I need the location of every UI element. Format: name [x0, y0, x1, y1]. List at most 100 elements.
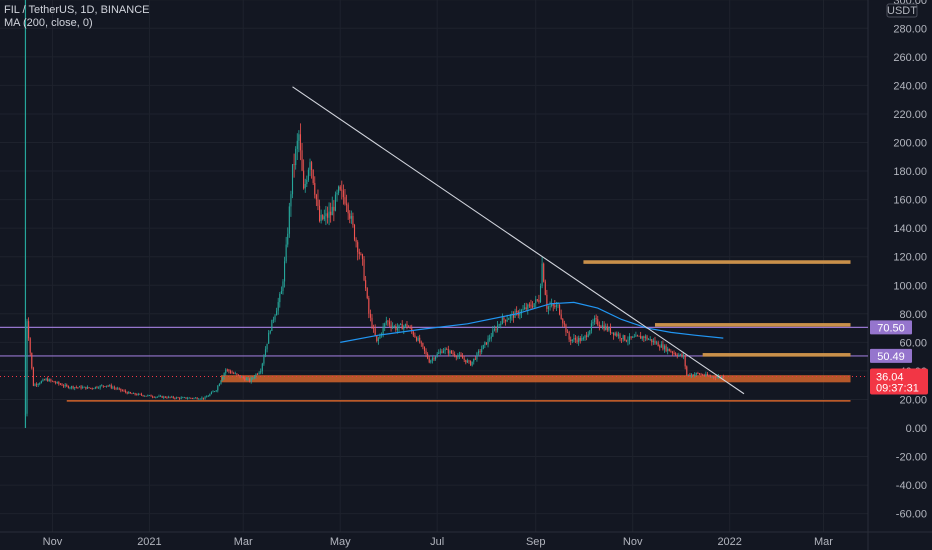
candle-body — [225, 369, 227, 374]
candle-body — [630, 336, 632, 338]
candle-body — [244, 378, 246, 381]
candle-body — [678, 354, 680, 357]
candle-body — [123, 390, 125, 392]
candle-body — [722, 376, 724, 378]
candle-body — [325, 213, 327, 217]
candle-body — [317, 199, 319, 206]
candle-body — [619, 334, 621, 339]
candle-body — [374, 328, 376, 336]
candle-body — [47, 378, 49, 382]
time-tick-label: 2022 — [717, 536, 741, 548]
candle-body — [247, 378, 249, 380]
level-price-label: 70.50 — [877, 322, 905, 334]
candle-body — [174, 397, 176, 399]
candle-body — [493, 329, 495, 331]
candle-body — [611, 332, 613, 334]
candle-body — [312, 169, 314, 184]
candle-body — [70, 386, 73, 388]
candle-body — [53, 381, 55, 383]
candle-body — [69, 387, 71, 389]
candle-body — [498, 324, 500, 326]
candle-body — [128, 392, 130, 394]
price-tick-label: 180.00 — [893, 166, 927, 178]
indicator-title[interactable]: MA (200, close, 0) — [4, 17, 93, 29]
price-axis[interactable]: 300.00 280.00 260.00 240.00 220.00 200.00 180.… — [867, 0, 927, 550]
candle-body — [452, 353, 454, 355]
candle-body — [565, 324, 567, 333]
candle-body — [40, 381, 42, 384]
candle-body — [102, 385, 104, 387]
candle-body — [377, 338, 379, 342]
candle-body — [32, 368, 34, 386]
price-tick-label: 60.00 — [899, 337, 927, 349]
candle-body — [231, 372, 233, 374]
candle-body — [94, 386, 96, 389]
candle-body — [600, 326, 602, 328]
candle-body — [349, 213, 351, 219]
candle-body — [706, 373, 708, 376]
candle-body — [83, 386, 85, 388]
candle-body — [463, 358, 465, 360]
candle-body — [412, 331, 414, 336]
candle-body — [164, 396, 166, 398]
candle-body — [609, 327, 612, 333]
candle-body — [686, 366, 688, 376]
candle-body — [320, 214, 322, 221]
candle-body — [148, 395, 150, 396]
candle-body — [460, 354, 462, 357]
candle-body — [326, 213, 329, 218]
ma-200-line — [340, 301, 724, 343]
candle-body — [423, 346, 426, 351]
candle-body — [347, 204, 349, 214]
candle-body — [147, 395, 149, 397]
candle-body — [527, 304, 529, 310]
symbol-title[interactable]: FIL / TetherUS, 1D, BINANCE — [4, 4, 150, 16]
candle-body — [539, 285, 542, 302]
countdown-label: 09:37:31 — [876, 383, 919, 395]
candle-body — [160, 396, 162, 397]
candle-body — [552, 304, 554, 306]
price-tick-label: 220.00 — [893, 109, 927, 121]
candle-body — [427, 353, 429, 359]
candle-body — [398, 324, 400, 328]
candle-body — [209, 394, 211, 396]
time-axis[interactable]: Nov 2021 Mar May Jul Sep Nov 2022 Mar — [0, 531, 932, 548]
candle-body — [716, 376, 718, 378]
candle-body — [256, 374, 259, 375]
candle-body — [433, 358, 435, 360]
candle-body — [196, 397, 198, 399]
candle-body — [549, 306, 551, 307]
candle-body — [614, 333, 616, 336]
candle-body — [117, 388, 119, 390]
candle-body — [547, 306, 550, 309]
candle-body — [126, 392, 128, 394]
candle-body — [395, 326, 397, 331]
candle-body — [477, 351, 480, 354]
candle-body — [277, 302, 279, 311]
candle-body — [388, 321, 391, 325]
candle-body — [144, 395, 146, 397]
candle-body — [202, 397, 205, 399]
candle-body — [586, 335, 588, 337]
candle-body — [625, 340, 627, 342]
candle-body — [694, 374, 696, 376]
candle-body — [158, 396, 160, 397]
candle-body — [34, 384, 36, 386]
candle-body — [163, 396, 165, 398]
candle-body — [501, 317, 503, 325]
candle-body — [194, 397, 197, 399]
candle-body — [438, 352, 440, 354]
candle-body — [516, 311, 518, 313]
candle-body — [476, 353, 478, 360]
candle-body — [104, 386, 106, 387]
candle-body — [560, 314, 562, 320]
candle-body — [512, 313, 515, 318]
candle-body — [314, 183, 316, 195]
price-tick-label: -40.00 — [896, 480, 927, 492]
candle-body — [414, 335, 416, 338]
candle-body — [538, 300, 540, 302]
candle-body — [293, 164, 295, 166]
candle-body — [74, 387, 76, 389]
candle-body — [361, 254, 364, 260]
